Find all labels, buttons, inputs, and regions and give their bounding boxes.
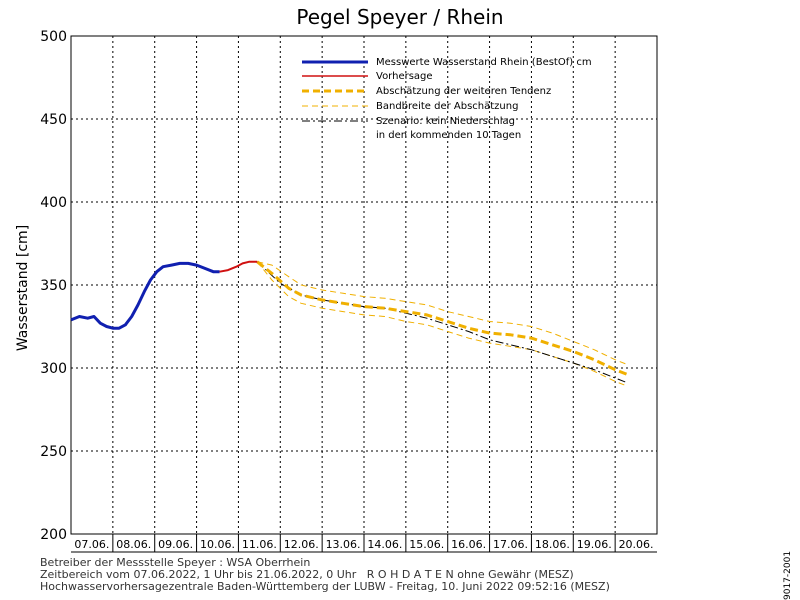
grid <box>71 36 657 553</box>
legend-label-scenario-line2: in den kommenden 10 Tagen <box>376 130 521 141</box>
y-tick-labels: 200 250 300 350 400 450 500 <box>40 29 67 543</box>
y-tick-label: 450 <box>40 112 67 128</box>
x-tick-label: 15.06. <box>409 538 444 551</box>
y-tick-label: 250 <box>40 444 67 460</box>
legend-label-band: Bandbreite der Abschätzung <box>376 101 518 112</box>
x-tick-label: 18.06. <box>535 538 570 551</box>
x-tick-label: 08.06. <box>116 538 151 551</box>
scenario-series-line <box>256 261 628 384</box>
x-tick-label: 10.06. <box>200 538 235 551</box>
y-tick-label: 200 <box>40 527 67 543</box>
x-tick-label: 09.06. <box>158 538 193 551</box>
x-tick-label: 17.06. <box>493 538 528 551</box>
y-axis-label: Wasserstand [cm] <box>15 225 31 351</box>
band-upper-line <box>257 261 628 366</box>
legend-label-estimate: Abschätzung der weiteren Tendenz <box>376 86 551 97</box>
y-tick-label: 350 <box>40 278 67 294</box>
y-tick-label: 400 <box>40 195 67 211</box>
x-tick-label: 11.06. <box>242 538 277 551</box>
legend-label-measured: Messwerte Wasserstand Rhein (BestOf) cm <box>376 57 592 68</box>
x-tick-label: 20.06. <box>619 538 654 551</box>
plot-frame <box>70 35 658 535</box>
footer-time-range: Zeitbereich vom 07.06.2022, 1 Uhr bis 21… <box>40 568 574 581</box>
forecast-series-line <box>219 260 258 273</box>
chart-title: Pegel Speyer / Rhein <box>296 5 503 29</box>
legend-label-scenario: Szenario: kein Niederschlag <box>376 116 515 127</box>
x-tick-label: 07.06. <box>74 538 109 551</box>
y-tick-label: 500 <box>40 29 67 45</box>
footer-source: Hochwasservorhersagezentrale Baden-Württ… <box>40 580 610 593</box>
x-tick-label: 16.06. <box>451 538 486 551</box>
x-tick-label: 13.06. <box>326 538 361 551</box>
measured-series-line <box>70 261 220 330</box>
legend: Messwerte Wasserstand Rhein (BestOf) cm … <box>302 57 592 141</box>
series-layer <box>70 260 629 387</box>
x-tick-label: 19.06. <box>577 538 612 551</box>
estimate-series-line <box>256 260 629 376</box>
x-tick-label: 12.06. <box>284 538 319 551</box>
band-lower-line <box>256 261 628 387</box>
x-tick-label: 14.06. <box>367 538 402 551</box>
side-id: 9017-2001 <box>783 550 793 600</box>
footer-operator: Betreiber der Messstelle Speyer : WSA Ob… <box>40 556 311 569</box>
legend-label-forecast: Vorhersage <box>376 71 433 82</box>
y-tick-label: 300 <box>40 361 67 377</box>
x-tick-labels: 07.06. 08.06. 09.06. 10.06. 11.06. 12.06. 13.0… <box>74 534 654 552</box>
